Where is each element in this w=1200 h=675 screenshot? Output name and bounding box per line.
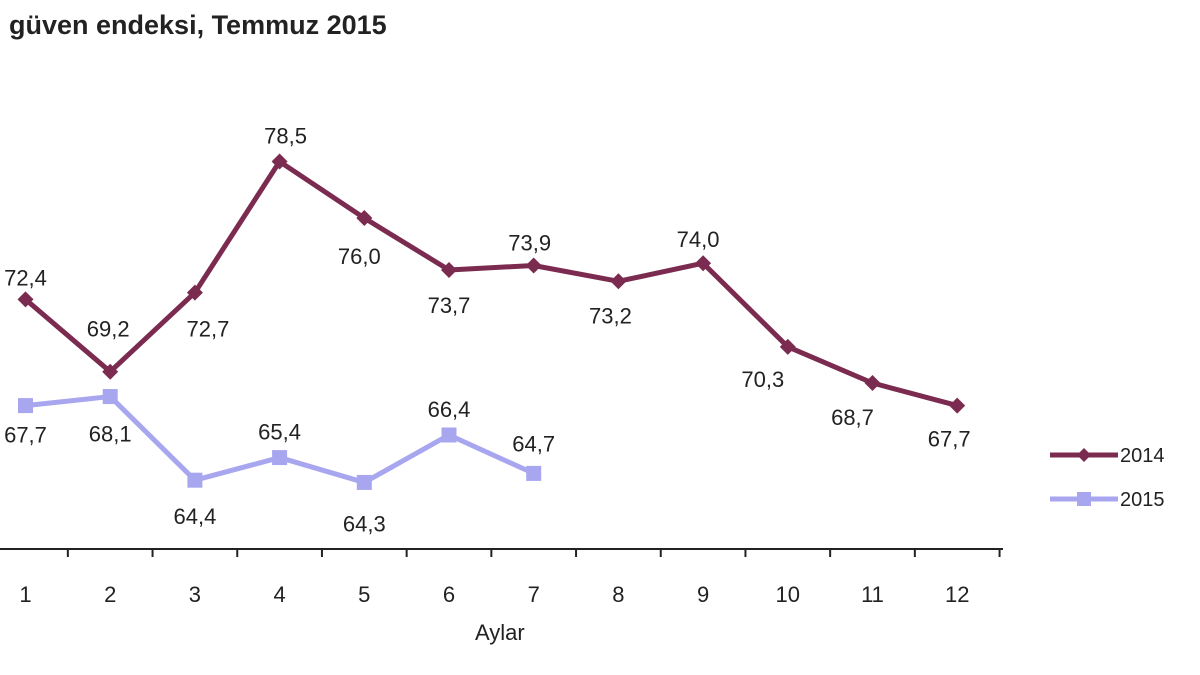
x-tick-label: 8 — [612, 582, 624, 607]
legend-marker-2014 — [1077, 448, 1091, 462]
data-point-2015 — [18, 398, 33, 414]
x-tick-label: 3 — [189, 582, 201, 607]
data-point-2014 — [864, 375, 881, 391]
data-point-2015 — [272, 450, 288, 466]
data-point-2015 — [441, 427, 457, 443]
legend: 2014 2015 — [1050, 445, 1165, 511]
x-tick-label: 2 — [104, 582, 116, 607]
data-label-2015: 64,4 — [173, 504, 216, 529]
data-label-2015: 64,7 — [512, 431, 555, 456]
x-tick-label: 7 — [528, 582, 540, 607]
legend-marker-2015 — [1077, 492, 1091, 506]
data-label-2015: 66,4 — [428, 397, 471, 422]
data-label-2014: 69,2 — [87, 317, 130, 342]
data-point-2015 — [526, 465, 542, 481]
data-point-2015 — [102, 389, 118, 405]
x-tick-label: 5 — [358, 582, 370, 607]
chart-title: i güven endeksi, Temmuz 2015 — [0, 10, 387, 40]
data-label-2014: 74,0 — [677, 227, 720, 252]
data-label-2015: 68,1 — [89, 422, 132, 447]
data-point-2014 — [779, 338, 796, 355]
data-label-2014: 67,7 — [928, 427, 971, 452]
x-tick-label: 9 — [697, 582, 709, 607]
data-label-2014: 73,7 — [428, 293, 471, 318]
data-label-2014: 70,3 — [741, 367, 784, 392]
data-point-2015 — [356, 474, 372, 490]
data-label-2015: 67,7 — [4, 423, 47, 448]
data-point-2014 — [949, 397, 966, 414]
data-point-2014 — [102, 363, 119, 380]
data-point-2014 — [186, 284, 203, 301]
data-point-2014 — [695, 255, 712, 272]
data-point-2014 — [356, 210, 373, 227]
data-point-2015 — [187, 472, 203, 488]
data-label-2015: 65,4 — [258, 420, 301, 445]
data-point-2014 — [17, 291, 34, 308]
series-line-2014 — [23, 159, 958, 409]
data-label-2015: 64,3 — [343, 511, 386, 536]
data-label-2014: 72,7 — [186, 317, 229, 342]
data-labels: 72,4 69,2 72,7 78,5 76,0 73,7 73,9 73,2 74,0 70,3… — [4, 124, 971, 537]
legend-label-2015: 2015 — [1120, 489, 1165, 511]
data-label-2014: 78,5 — [264, 124, 307, 149]
data-label-2014: 68,7 — [831, 405, 874, 430]
x-axis: 1 2 3 4 5 6 7 8 9 10 11 12 — [0, 548, 1003, 607]
x-tick-label: 11 — [861, 582, 884, 607]
data-point-2014 — [525, 257, 542, 274]
x-tick-label: 1 — [19, 582, 31, 607]
x-tick-label: 10 — [776, 582, 800, 607]
data-label-2014: 73,2 — [589, 303, 632, 328]
x-tick-label: 12 — [945, 582, 969, 607]
data-label-2014: 72,4 — [4, 265, 47, 290]
data-label-2014: 76,0 — [338, 244, 381, 269]
x-axis-title: Aylar — [475, 620, 525, 645]
data-label-2014: 73,9 — [508, 230, 551, 255]
x-tick-label: 4 — [273, 582, 285, 607]
series-layer — [17, 153, 966, 490]
data-point-2014 — [271, 153, 288, 170]
data-point-2014 — [441, 262, 457, 278]
data-point-2014 — [610, 273, 627, 290]
x-tick-label: 6 — [443, 582, 455, 607]
legend-label-2014: 2014 — [1120, 445, 1165, 467]
